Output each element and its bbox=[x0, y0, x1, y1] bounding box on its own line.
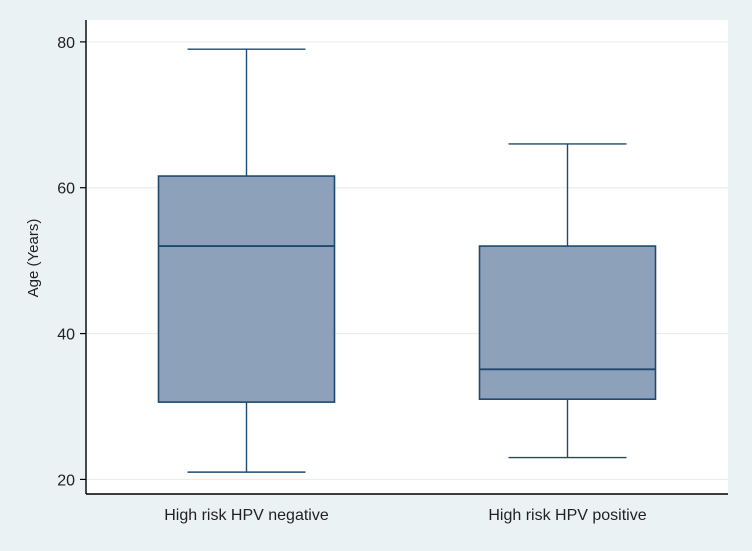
y-tick-label-20: 20 bbox=[57, 472, 75, 489]
iqr-box bbox=[157, 175, 336, 403]
x-tick-labels: High risk HPV negative High risk HPV posi… bbox=[164, 507, 646, 524]
y-ticks: 20 40 60 80 bbox=[57, 35, 86, 489]
box-group-2 bbox=[478, 143, 657, 459]
x-tick-label-1: High risk HPV negative bbox=[164, 507, 329, 524]
boxes bbox=[157, 48, 657, 473]
box-group-1 bbox=[157, 48, 336, 473]
x-tick-label-2: High risk HPV positive bbox=[488, 507, 646, 524]
y-tick-label-80: 80 bbox=[57, 35, 75, 52]
y-axis-label: Age (Years) bbox=[25, 219, 42, 298]
iqr-box bbox=[478, 245, 657, 400]
y-tick-label-60: 60 bbox=[57, 181, 75, 198]
y-tick-label-40: 40 bbox=[57, 327, 75, 344]
